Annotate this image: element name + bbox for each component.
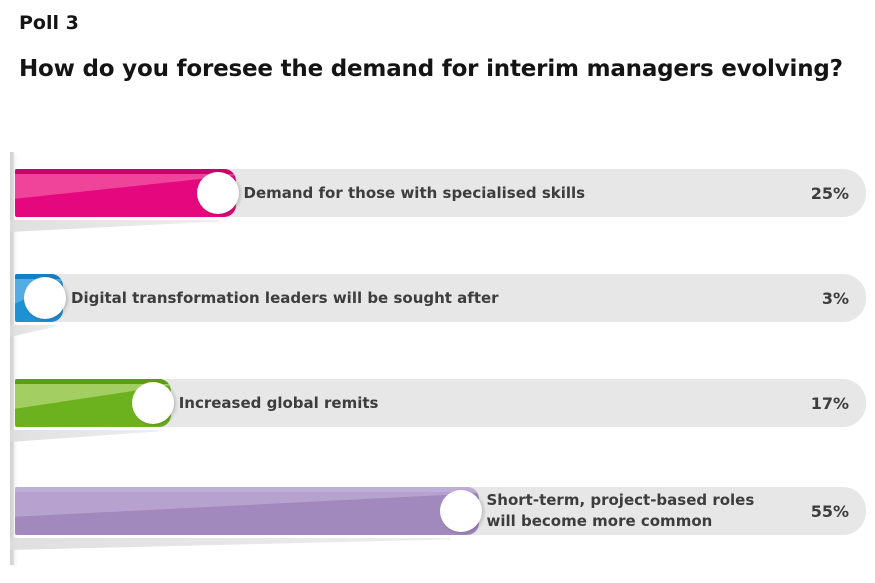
bar-fill [15, 169, 236, 217]
bar-shadow-wedge [10, 325, 56, 337]
bar-track [15, 274, 866, 322]
bar-row: Short-term, project-based roles will bec… [0, 487, 875, 550]
bar-value: 55% [810, 501, 849, 521]
bar-label: Increased global remits [178, 393, 379, 412]
poll-bar-chart: Demand for those with specialised skills… [0, 151, 875, 583]
bar-value: 3% [821, 288, 849, 308]
bar-shadow-wedge [10, 220, 219, 232]
bar-label: Demand for those with specialised skills [243, 183, 586, 202]
bar-end-circle [439, 490, 482, 532]
poll-number-label: Poll 3 [19, 12, 79, 34]
bar-label: Digital transformation leaders will be s… [71, 288, 499, 307]
bar-shadow-wedge [10, 430, 158, 442]
bar-end-circle [24, 277, 66, 319]
bar-value: 17% [810, 393, 849, 413]
bar-end-circle [196, 172, 239, 214]
vertical-axis-line [10, 152, 14, 565]
bar-row: Digital transformation leaders will be s… [0, 274, 875, 337]
poll-question-title: How do you foresee the demand for interi… [19, 56, 843, 82]
bar-row: Demand for those with specialised skills… [0, 169, 875, 232]
bar-value: 25% [810, 183, 849, 203]
bar-row: Increased global remits 17% [0, 379, 875, 442]
bar-end-circle [131, 382, 174, 424]
bar-shadow-wedge [10, 538, 450, 550]
bar-label: Short-term, project-based roles will bec… [486, 491, 755, 530]
bar-fill [15, 487, 479, 535]
